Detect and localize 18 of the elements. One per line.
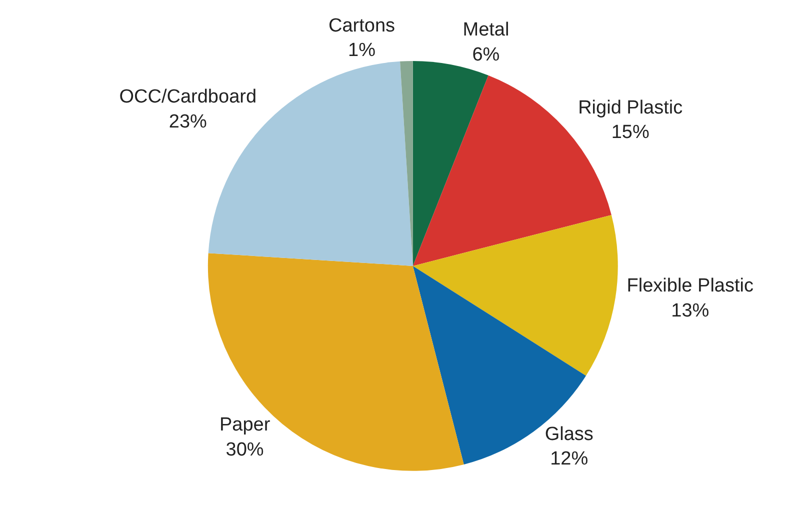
pie-slice	[208, 253, 464, 471]
data-label: 15%	[611, 122, 650, 144]
data-label: 12%	[550, 448, 588, 470]
pie-slice	[412, 214, 618, 376]
data-label: 6%	[472, 44, 500, 66]
slice-label: Metal	[462, 20, 510, 41]
slice-label: Rigid Plastic	[578, 98, 683, 119]
slice-label: Glass	[544, 424, 594, 445]
data-label: 1%	[348, 40, 376, 62]
slice-label: Cartons	[328, 15, 396, 36]
data-label: 30%	[226, 439, 264, 460]
slice-label: OCC/Cardboard	[119, 86, 257, 108]
slice-label: Paper	[219, 414, 271, 436]
pie-slice	[400, 60, 413, 266]
pie-slice	[412, 60, 488, 266]
data-label: 13%	[671, 300, 710, 322]
data-label: 23%	[168, 111, 208, 132]
slice-label: Flexible Plastic	[626, 276, 754, 297]
